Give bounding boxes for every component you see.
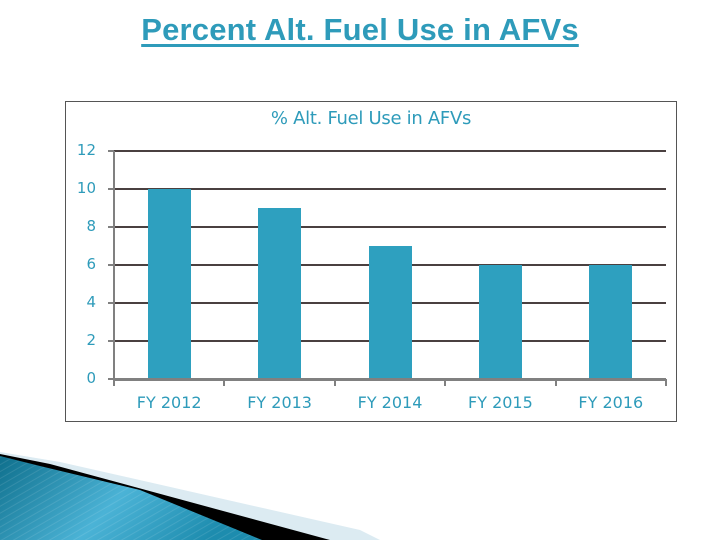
x-axis-label: FY 2015 [468, 393, 533, 412]
x-axis [114, 378, 666, 381]
y-axis-label: 4 [86, 293, 96, 311]
gridline [114, 226, 666, 228]
y-tick [108, 378, 114, 380]
y-tick [108, 150, 114, 152]
y-tick [108, 264, 114, 266]
x-axis-label: FY 2012 [136, 393, 202, 412]
gridline [114, 188, 666, 190]
bar-fy-2015 [478, 265, 522, 379]
x-tick [665, 379, 667, 386]
bar-fy-2016 [589, 265, 633, 379]
y-axis-label: 8 [86, 217, 96, 235]
x-axis-label: FY 2014 [357, 393, 423, 412]
chart-title: % Alt. Fuel Use in AFVs [270, 108, 472, 129]
y-tick [108, 340, 114, 342]
y-tick [108, 302, 114, 304]
y-axis-label: 6 [86, 255, 96, 273]
bar-fy-2012 [147, 189, 191, 379]
y-axis-label: 12 [76, 141, 96, 159]
y-tick [108, 188, 114, 190]
x-tick [444, 379, 447, 386]
slide-title: Percent Alt. Fuel Use in AFVs [141, 12, 579, 47]
y-axis-label: 0 [86, 369, 96, 387]
gridline [114, 150, 666, 152]
x-axis-label: FY 2016 [578, 393, 644, 412]
x-tick [554, 379, 557, 386]
y-axis [113, 151, 115, 381]
y-axis-label: 2 [86, 331, 96, 349]
x-axis-label: FY 2013 [247, 393, 312, 412]
x-tick [113, 379, 115, 386]
x-tick [223, 379, 226, 386]
y-tick [108, 226, 114, 228]
y-axis-label: 10 [76, 179, 96, 197]
x-tick [333, 379, 336, 386]
bar-fy-2014 [368, 246, 412, 379]
bar-fy-2013 [258, 208, 302, 379]
